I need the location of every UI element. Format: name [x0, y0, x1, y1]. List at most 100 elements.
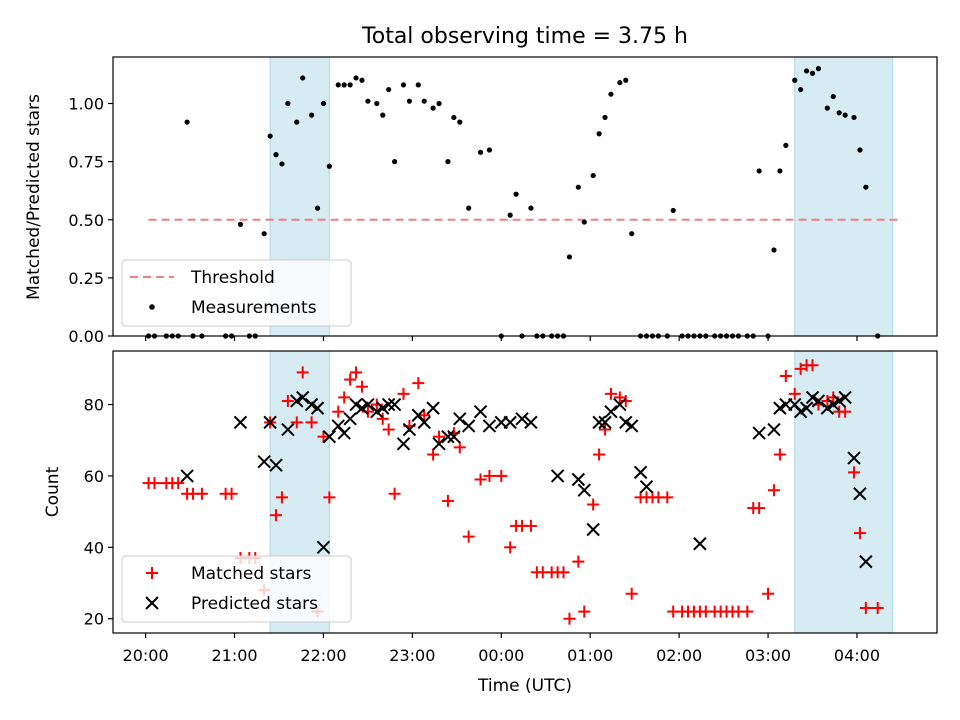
measurement-point — [320, 100, 327, 107]
predicted-star-point — [426, 401, 440, 415]
measurement-point — [803, 68, 810, 74]
x-tick-label: 23:00 — [389, 646, 435, 665]
measurement-point — [575, 184, 581, 190]
matched-star-point — [350, 366, 363, 379]
measurement-point — [590, 172, 596, 179]
matched-star-point — [578, 605, 591, 618]
predicted-star-point — [853, 487, 867, 501]
measurement-point — [824, 105, 830, 111]
top-panel: 0.00 0.25 0.50 0.75 1.00 Matched/Predicted s… — [24, 56, 938, 346]
matched-star-point — [225, 487, 238, 500]
matched-star-point — [412, 377, 425, 390]
predicted-star-point — [322, 429, 337, 444]
matched-star-point — [474, 473, 487, 486]
predicted-star-point — [767, 422, 781, 437]
predicted-star-point — [820, 401, 835, 415]
measurement-point — [279, 161, 285, 167]
measurement-point — [359, 77, 365, 83]
top-panel-frame — [112, 56, 938, 337]
measurement-point — [237, 221, 244, 227]
matched-star-point — [495, 469, 508, 482]
measurement-point — [777, 168, 783, 174]
matched-star-point — [281, 394, 294, 407]
matched-star-point — [453, 441, 466, 454]
matched-star-point — [773, 448, 786, 461]
top-panel-ylabel: Matched/Predicted stars — [24, 94, 44, 300]
matched-star-point — [753, 502, 766, 515]
measurement-point — [335, 82, 341, 88]
measurement-point — [300, 75, 306, 81]
matched-star-point — [323, 491, 336, 504]
matched-star-point — [848, 466, 861, 479]
measurement-point — [430, 105, 436, 111]
predicted-star-point — [269, 458, 283, 472]
x-tick-label: 01:00 — [567, 646, 613, 665]
matched-star-point — [827, 391, 840, 404]
matched-star-point — [779, 369, 792, 382]
matched-star-point — [370, 398, 383, 411]
matched-star-point — [871, 602, 884, 615]
measurement-point — [842, 112, 848, 118]
measurement-point — [380, 112, 386, 118]
predicted-star-point — [343, 412, 357, 426]
measurement-point — [581, 219, 587, 225]
matched-star-point — [433, 430, 446, 443]
predicted-star-point — [396, 437, 411, 451]
measurement-point — [792, 77, 798, 83]
measurement-point — [457, 119, 463, 125]
predicted-star-point — [461, 419, 476, 433]
top-legend-box — [121, 259, 352, 327]
legend-measurements-swatch — [149, 304, 155, 310]
predicted-star-point — [577, 483, 591, 497]
measurement-point — [629, 231, 635, 237]
matched-star-point — [767, 484, 780, 497]
predicted-star-point — [811, 394, 826, 408]
measurement-point — [445, 159, 451, 165]
measurement-point — [513, 191, 519, 197]
predicted-star-point — [370, 404, 384, 419]
matched-star-point — [619, 394, 632, 407]
bottom-legend: Matched stars Predicted stars — [121, 555, 352, 623]
predicted-star-point — [586, 522, 600, 537]
predicted-star-point — [693, 537, 707, 551]
measurement-point — [477, 149, 484, 155]
legend-predicted-label: Predicted stars — [191, 594, 318, 614]
matched-star-point — [382, 423, 395, 436]
matched-star-point — [557, 566, 570, 579]
predicted-star-point — [281, 422, 295, 437]
legend-threshold-label: Threshold — [190, 268, 275, 288]
predicted-star-point — [524, 415, 538, 430]
measurement-point — [261, 231, 267, 237]
matched-star-point — [148, 477, 161, 490]
measurement-point — [836, 110, 842, 116]
measurement-point — [617, 79, 623, 86]
chart-title: Total observing time = 3.75 h — [361, 24, 688, 49]
measurement-point — [486, 147, 493, 153]
measurement-point — [400, 82, 407, 88]
top-y-tick-label: 0.00 — [68, 327, 104, 346]
measurement-point — [602, 114, 608, 121]
x-tick-label: 00:00 — [478, 646, 524, 665]
predicted-star-point — [571, 472, 586, 487]
predicted-star-point — [402, 422, 417, 437]
measurement-point — [466, 205, 472, 211]
predicted-star-point — [316, 540, 331, 555]
predicted-star-point — [598, 415, 612, 430]
matched-star-point — [305, 416, 318, 429]
measurement-point — [365, 98, 371, 104]
x-tick-label: 20:00 — [123, 646, 169, 665]
bottom-panel-ylabel: Count — [43, 466, 63, 517]
matched-star-point — [290, 416, 303, 429]
predicted-star-point — [793, 404, 808, 419]
matched-star-point — [524, 519, 537, 532]
matched-star-point — [859, 602, 872, 615]
bottom-legend-box — [121, 555, 352, 623]
measurement-point — [436, 100, 442, 107]
bot-y-tick-label: 80 — [84, 396, 104, 415]
matched-star-point — [388, 487, 401, 500]
predicted-star-point — [376, 401, 390, 415]
measurement-point — [596, 131, 602, 137]
predicted-star-point — [180, 469, 194, 483]
matched-star-point — [270, 509, 283, 522]
